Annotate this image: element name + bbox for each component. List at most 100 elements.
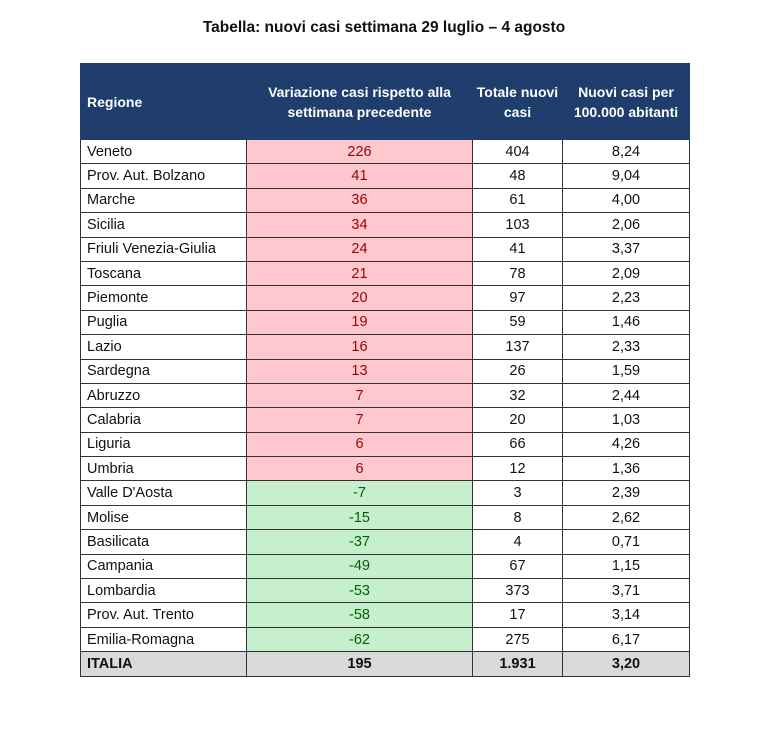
per-100k-cell: 1,59 xyxy=(562,358,690,384)
header-regione: Regione xyxy=(80,63,247,140)
table-row: Umbria 6 12 1,36 xyxy=(80,456,690,482)
total-row: ITALIA 195 1.931 3,20 xyxy=(80,651,690,677)
per-100k-cell: 9,04 xyxy=(562,163,690,189)
total-cases-cell: 59 xyxy=(472,309,563,336)
variation-cell: 21 xyxy=(246,260,473,287)
variation-cell: 19 xyxy=(246,309,473,336)
variation-cell: 226 xyxy=(246,138,473,165)
region-cell: Calabria xyxy=(80,407,247,433)
region-cell: Molise xyxy=(80,504,247,531)
header-totale: Totale nuovi casi xyxy=(472,63,563,140)
total-cases-cell: 48 xyxy=(472,163,563,189)
per-100k-cell: 1,03 xyxy=(562,407,690,433)
total-cases-cell: 137 xyxy=(472,334,563,360)
table-row: Lombardia -53 373 3,71 xyxy=(80,578,690,604)
total-cases-cell: 32 xyxy=(472,382,563,409)
table-row: Molise -15 8 2,62 xyxy=(80,504,690,531)
table-row: Toscana 21 78 2,09 xyxy=(80,260,690,287)
total-cases-cell: 404 xyxy=(472,138,563,165)
table-row: Veneto 226 404 8,24 xyxy=(80,138,690,165)
per-100k-cell: 8,24 xyxy=(562,138,690,165)
per-100k-cell: 3,71 xyxy=(562,578,690,604)
variation-cell: 6 xyxy=(246,456,473,482)
region-cell: Friuli Venezia-Giulia xyxy=(80,236,247,262)
region-cell: Prov. Aut. Bolzano xyxy=(80,163,247,189)
table-row: Prov. Aut. Bolzano 41 48 9,04 xyxy=(80,163,690,189)
per-100k-cell: 1,46 xyxy=(562,309,690,336)
region-cell: ITALIA xyxy=(80,651,247,677)
total-cases-cell: 275 xyxy=(472,626,563,653)
total-cases-cell: 26 xyxy=(472,358,563,384)
per-100k-cell: 2,33 xyxy=(562,334,690,360)
total-cases-cell: 97 xyxy=(472,285,563,311)
total-cases-cell: 373 xyxy=(472,578,563,604)
table-row: Liguria 6 66 4,26 xyxy=(80,431,690,458)
table-row: Calabria 7 20 1,03 xyxy=(80,407,690,433)
total-cases-cell: 4 xyxy=(472,529,563,555)
total-cases-cell: 78 xyxy=(472,260,563,287)
variation-cell: -58 xyxy=(246,602,473,628)
region-cell: Veneto xyxy=(80,138,247,165)
variation-cell: 6 xyxy=(246,431,473,458)
variation-cell: -7 xyxy=(246,480,473,506)
region-cell: Piemonte xyxy=(80,285,247,311)
variation-cell: 16 xyxy=(246,334,473,360)
per-100k-cell: 1,36 xyxy=(562,456,690,482)
table-row: Friuli Venezia-Giulia 24 41 3,37 xyxy=(80,236,690,262)
variation-cell: 36 xyxy=(246,187,473,214)
region-cell: Emilia-Romagna xyxy=(80,626,247,653)
per-100k-cell: 6,17 xyxy=(562,626,690,653)
table-title: Tabella: nuovi casi settimana 29 luglio … xyxy=(202,19,566,36)
per-100k-cell: 1,15 xyxy=(562,553,690,580)
per-100k-cell: 4,00 xyxy=(562,187,690,214)
table-row: Sardegna 13 26 1,59 xyxy=(80,358,690,384)
per-100k-cell: 2,23 xyxy=(562,285,690,311)
total-cases-cell: 8 xyxy=(472,504,563,531)
table-row: Prov. Aut. Trento -58 17 3,14 xyxy=(80,602,690,628)
total-cases-cell: 12 xyxy=(472,456,563,482)
header-row: Regione Variazione casi rispetto alla se… xyxy=(80,63,690,140)
per-100k-cell: 0,71 xyxy=(562,529,690,555)
total-cases-cell: 66 xyxy=(472,431,563,458)
table-row: Basilicata -37 4 0,71 xyxy=(80,529,690,555)
table-row: Lazio 16 137 2,33 xyxy=(80,334,690,360)
variation-cell: 13 xyxy=(246,358,473,384)
table-row: Sicilia 34 103 2,06 xyxy=(80,212,690,238)
header-per-100k: Nuovi casi per 100.000 abitanti xyxy=(562,63,690,140)
per-100k-cell: 2,44 xyxy=(562,382,690,409)
per-100k-cell: 2,62 xyxy=(562,504,690,531)
total-cases-cell: 61 xyxy=(472,187,563,214)
variation-cell: 20 xyxy=(246,285,473,311)
per-100k-cell: 2,06 xyxy=(562,212,690,238)
total-cases-cell: 3 xyxy=(472,480,563,506)
table-row: Valle D'Aosta -7 3 2,39 xyxy=(80,480,690,506)
variation-cell: 24 xyxy=(246,236,473,262)
region-cell: Prov. Aut. Trento xyxy=(80,602,247,628)
total-cases-cell: 20 xyxy=(472,407,563,433)
region-cell: Basilicata xyxy=(80,529,247,555)
table-row: Piemonte 20 97 2,23 xyxy=(80,285,690,311)
region-cell: Valle D'Aosta xyxy=(80,480,247,506)
per-100k-cell: 3,14 xyxy=(562,602,690,628)
region-cell: Campania xyxy=(80,553,247,580)
total-cases-cell: 41 xyxy=(472,236,563,262)
per-100k-cell: 2,09 xyxy=(562,260,690,287)
variation-cell: -53 xyxy=(246,578,473,604)
region-cell: Liguria xyxy=(80,431,247,458)
total-cases-cell: 103 xyxy=(472,212,563,238)
variation-cell: 41 xyxy=(246,163,473,189)
total-cases-cell: 1.931 xyxy=(472,651,563,677)
cases-table: Regione Variazione casi rispetto alla se… xyxy=(80,63,690,677)
per-100k-cell: 2,39 xyxy=(562,480,690,506)
region-cell: Lombardia xyxy=(80,578,247,604)
variation-cell: 7 xyxy=(246,382,473,409)
table-row: Marche 36 61 4,00 xyxy=(80,187,690,214)
per-100k-cell: 4,26 xyxy=(562,431,690,458)
variation-cell: 7 xyxy=(246,407,473,433)
region-cell: Lazio xyxy=(80,334,247,360)
table-row: Puglia 19 59 1,46 xyxy=(80,309,690,336)
total-cases-cell: 67 xyxy=(472,553,563,580)
region-cell: Sardegna xyxy=(80,358,247,384)
region-cell: Marche xyxy=(80,187,247,214)
table-row: Abruzzo 7 32 2,44 xyxy=(80,382,690,409)
